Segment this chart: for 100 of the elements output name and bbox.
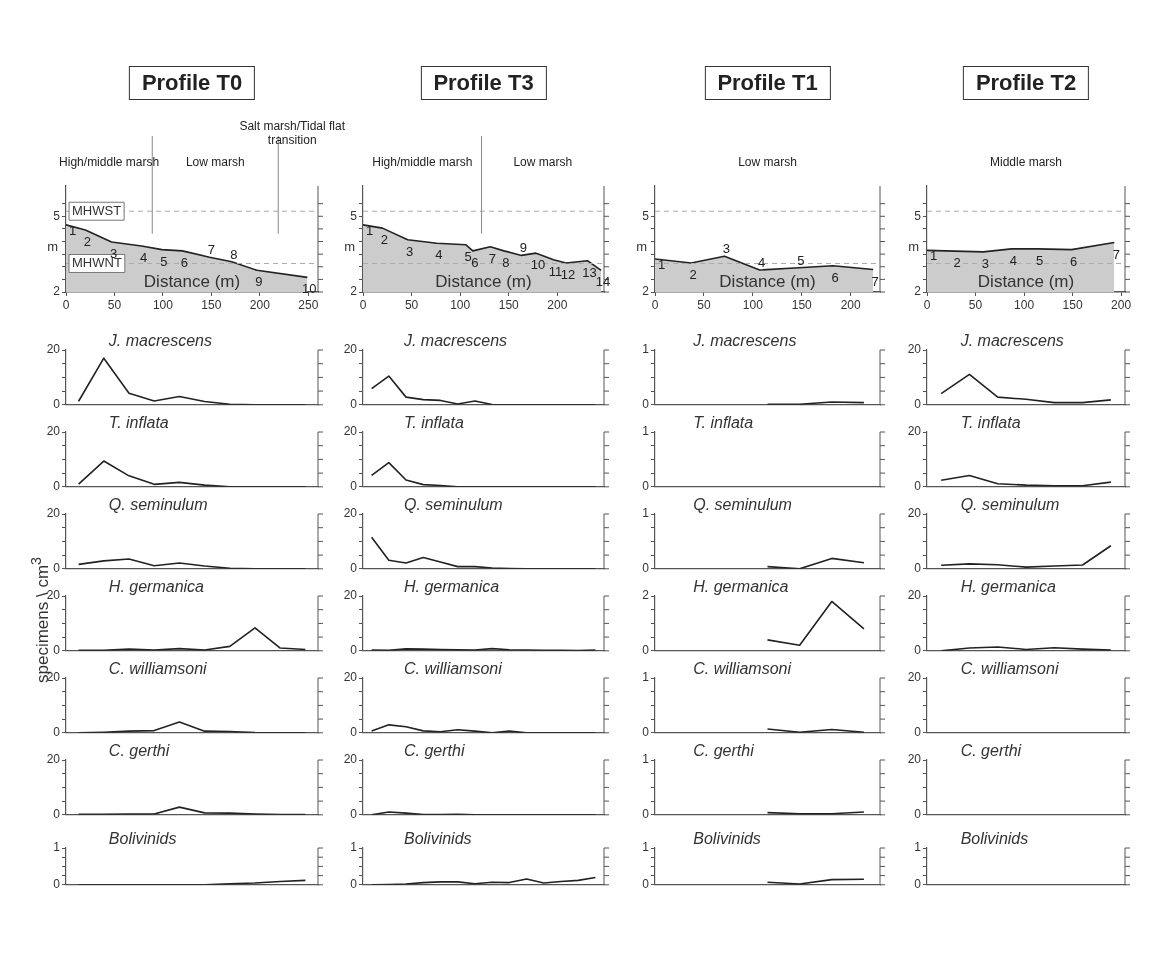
annotation: 5 <box>797 252 805 268</box>
x-tick-label: 250 <box>298 297 319 312</box>
text: High/middle marsh <box>59 155 160 169</box>
y-tick-label: 0 <box>914 397 922 412</box>
annotation: 10 <box>530 257 546 273</box>
annotation: 2 <box>83 233 91 249</box>
y-tick-label: 20 <box>907 752 922 767</box>
y-tick-label: 2 <box>350 284 358 299</box>
annotation: 4 <box>139 250 148 266</box>
chart-title: T. inflata <box>108 414 169 431</box>
y-tick-label: 1 <box>642 752 650 767</box>
chart-title: C. williamsoni <box>693 660 792 677</box>
chart-title: H. germanica <box>693 578 789 595</box>
y-axis-title: m <box>47 238 58 254</box>
y-tick-label: 20 <box>907 424 922 439</box>
chart-title: Q. seminulum <box>403 496 503 513</box>
y-tick-label: 20 <box>343 752 358 767</box>
y-tick-label: 20 <box>907 342 922 357</box>
chart-title: Q. seminulum <box>693 496 792 513</box>
chart-title: Profile T3 <box>420 66 547 100</box>
chart-title: Q. seminulum <box>960 496 1060 513</box>
annotation: 6 <box>180 254 188 270</box>
y-tick-label: 0 <box>350 479 358 494</box>
annotation: 14 <box>595 274 611 290</box>
y-tick-label: 0 <box>642 877 650 892</box>
y-axis-title: m <box>908 238 919 254</box>
x-tick-label: 50 <box>697 297 711 312</box>
y-tick-label: 0 <box>914 643 922 658</box>
x-tick-label: 50 <box>107 297 122 312</box>
annotation: 13 <box>582 264 597 280</box>
x-tick-label: 100 <box>742 297 764 312</box>
y-tick-label: 0 <box>53 877 61 892</box>
annotation: 1 <box>930 248 938 264</box>
y-tick-label: 2 <box>53 284 61 299</box>
y-tick-label: 0 <box>350 643 358 658</box>
y-tick-label: 20 <box>343 506 358 521</box>
y-tick-label: 1 <box>642 506 650 521</box>
chart-title: C. williamsoni <box>108 660 208 677</box>
y-tick-label: 1 <box>642 840 650 855</box>
y-tick-label: 0 <box>914 479 922 494</box>
x-tick-label: 200 <box>840 297 861 312</box>
y-tick-label: 5 <box>350 208 358 223</box>
x-tick-label: 200 <box>249 297 271 312</box>
y-tick-label: 0 <box>914 807 922 822</box>
annotation: 12 <box>560 267 576 283</box>
annotation: 2 <box>953 255 961 271</box>
chart-title: T. inflata <box>693 414 754 431</box>
y-tick-label: 20 <box>46 342 61 357</box>
chart-title: J. macrescens <box>107 332 212 349</box>
y-tick-label: 20 <box>907 506 922 521</box>
chart-title: J. macrescens <box>402 332 508 349</box>
y-tick-label: 0 <box>53 643 61 658</box>
y-tick-label: 0 <box>350 807 358 822</box>
y-axis-title: m <box>344 238 355 254</box>
chart-title: C. gerthi <box>693 742 755 759</box>
y-tick-label: 0 <box>53 479 61 494</box>
text: Middle marsh <box>989 155 1063 169</box>
y-tick-label: 0 <box>53 807 61 822</box>
y-tick-label: 0 <box>642 561 650 576</box>
annotation: 9 <box>255 274 263 290</box>
x-tick-label: 100 <box>450 297 471 312</box>
chart-title: Bolivinids <box>108 830 177 847</box>
chart-title: C. gerthi <box>403 742 465 759</box>
y-tick-label: 1 <box>914 840 922 855</box>
x-axis-title: Distance (m) <box>435 272 532 292</box>
chart-title: C. gerthi <box>108 742 170 759</box>
y-tick-label: 0 <box>914 725 922 740</box>
y-tick-label: 0 <box>53 725 61 740</box>
y-tick-label: 0 <box>642 725 650 740</box>
annotation: 1 <box>658 257 666 273</box>
x-tick-label: 150 <box>498 297 520 312</box>
y-tick-label: 0 <box>642 479 650 494</box>
chart-title: H. germanica <box>108 578 205 595</box>
y-tick-label: 0 <box>350 397 358 412</box>
y-tick-label: 20 <box>343 342 358 357</box>
y-tick-label: 20 <box>46 424 61 439</box>
annotation: 2 <box>380 232 389 248</box>
y-tick-label: 1 <box>53 840 61 855</box>
chart-title: H. germanica <box>403 578 500 595</box>
annotation: 4 <box>758 255 766 271</box>
annotation: 4 <box>435 247 443 263</box>
y-tick-label: 0 <box>642 807 650 822</box>
y-tick-label: 20 <box>907 588 922 603</box>
y-tick-label: 0 <box>350 725 358 740</box>
y-tick-label: 2 <box>642 588 650 603</box>
annotation: 1 <box>366 222 374 238</box>
text: Low marsh <box>738 155 797 169</box>
y-axis-title: m <box>636 238 647 254</box>
chart-title: Profile T2 <box>962 66 1090 100</box>
chart-title: Bolivinids <box>403 830 472 847</box>
y-tick-label: 20 <box>46 752 61 767</box>
chart-title: J. macrescens <box>692 332 797 349</box>
y-tick-label: 5 <box>914 208 922 223</box>
text: Low marsh <box>513 155 573 169</box>
y-tick-label: 1 <box>350 840 358 855</box>
y-tick-label: 0 <box>914 877 922 892</box>
annotation: 3 <box>406 243 414 259</box>
annotation: 9 <box>519 240 528 256</box>
y-tick-label: 1 <box>642 670 650 685</box>
chart-title: C. williamsoni <box>960 660 1059 677</box>
